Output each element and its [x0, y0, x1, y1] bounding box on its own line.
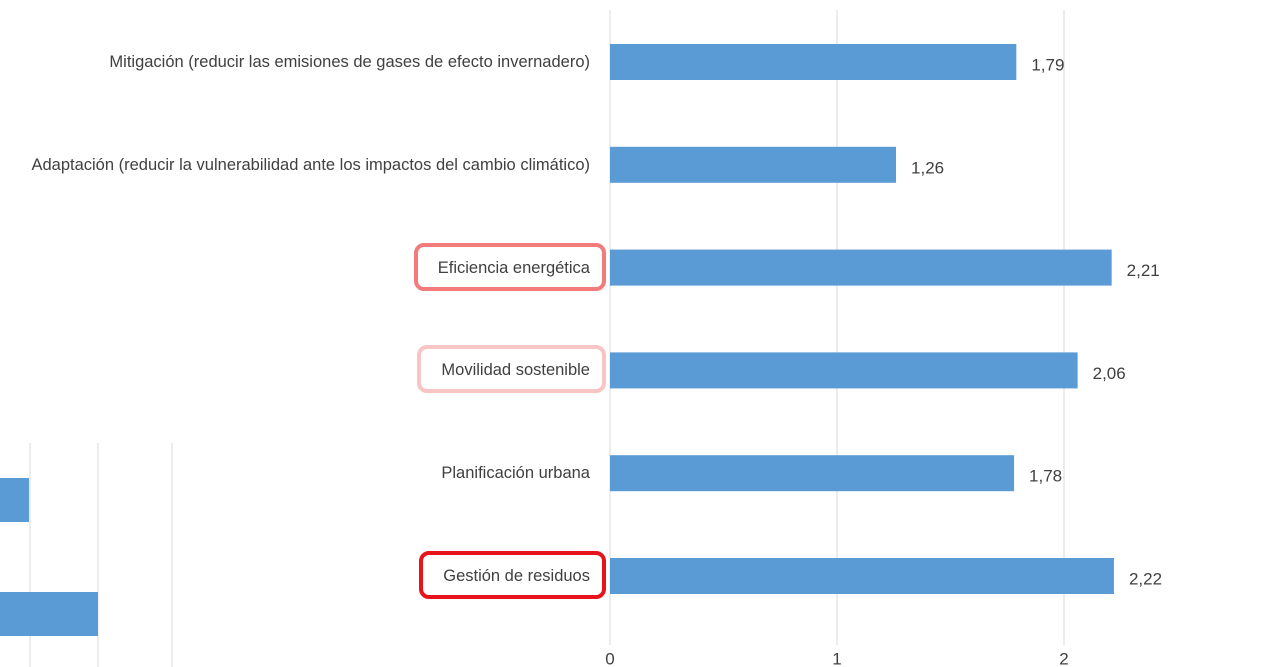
- category-label: Movilidad sostenible: [10, 340, 590, 400]
- category-label: Planificación urbana: [10, 443, 590, 503]
- value-label: 1,79: [1031, 55, 1064, 74]
- bar: [610, 249, 1112, 286]
- value-label: 2,21: [1127, 261, 1160, 280]
- category-label: Mitigación (reducir las emisiones de gas…: [10, 32, 590, 92]
- bar: [610, 455, 1015, 492]
- bar: [610, 352, 1078, 389]
- value-label: 2,22: [1129, 569, 1162, 588]
- highlight-box: [417, 345, 606, 394]
- category-text: Adaptación (reducir la vulnerabilidad an…: [31, 155, 590, 174]
- bar: [610, 558, 1114, 594]
- fragment-chart: [0, 443, 173, 667]
- x-tick-label: 1: [832, 649, 841, 667]
- value-label: 1,26: [911, 158, 944, 177]
- category-text: Mitigación (reducir las emisiones de gas…: [109, 53, 590, 71]
- highlight-box: [419, 551, 606, 599]
- value-label: 1,78: [1029, 467, 1062, 486]
- x-tick-label: 2: [1059, 649, 1068, 667]
- bar: [610, 146, 897, 183]
- category-text: Eficiencia energética: [437, 258, 590, 277]
- category-text: Gestión de residuos: [443, 567, 590, 585]
- category-label: Eficiencia energética: [10, 238, 590, 298]
- category-label: Adaptación (reducir la vulnerabilidad an…: [10, 135, 590, 195]
- category-label: Gestión de residuos: [10, 546, 590, 606]
- category-text: Planificación urbana: [441, 464, 590, 483]
- fragment-bar: [0, 478, 29, 522]
- bar: [610, 44, 1017, 80]
- category-text: Movilidad sostenible: [441, 361, 590, 380]
- fragment-bar: [0, 592, 98, 636]
- x-tick-label: 0: [605, 649, 614, 667]
- value-label: 2,06: [1093, 364, 1126, 383]
- highlight-box: [413, 242, 606, 291]
